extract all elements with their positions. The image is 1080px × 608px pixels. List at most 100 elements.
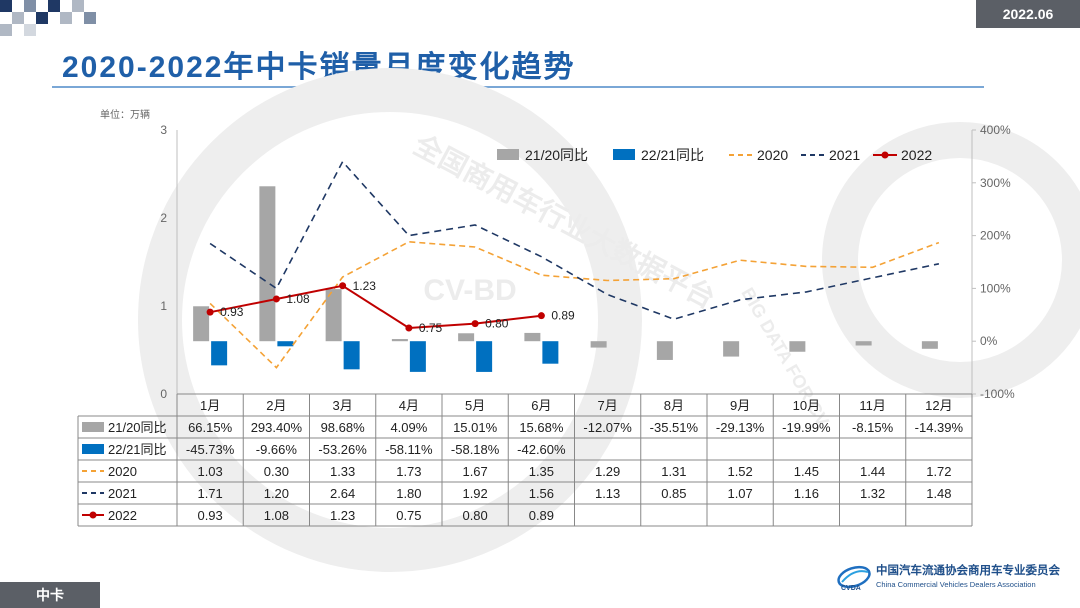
unit-label: 单位：万辆 bbox=[100, 110, 150, 121]
bar-21-20 bbox=[524, 332, 541, 342]
table-cell: -35.51% bbox=[650, 420, 699, 435]
category-label: 7月 bbox=[598, 398, 618, 413]
table-cell: 0.89 bbox=[529, 508, 554, 523]
table-cell: 1.33 bbox=[330, 464, 355, 479]
legend-swatch bbox=[613, 149, 635, 160]
table-cell: -58.18% bbox=[451, 442, 500, 457]
title-divider bbox=[52, 86, 984, 88]
table-cell: 1.03 bbox=[197, 464, 222, 479]
table-cell: 0.30 bbox=[264, 464, 289, 479]
right-tick-label: 300% bbox=[980, 176, 1011, 190]
left-tick-label: 3 bbox=[160, 123, 167, 137]
right-tick-label: 200% bbox=[980, 229, 1011, 243]
table-key-marker bbox=[89, 511, 97, 519]
bar-21-20 bbox=[458, 333, 475, 342]
table-cell: 1.20 bbox=[264, 486, 289, 501]
table-cell: 0.93 bbox=[197, 508, 222, 523]
table-cell: 1.45 bbox=[794, 464, 819, 479]
table-row-label: 22/21同比 bbox=[108, 442, 167, 457]
category-label: 2月 bbox=[266, 398, 286, 413]
table-cell: 1.67 bbox=[462, 464, 487, 479]
category-label: 3月 bbox=[333, 398, 353, 413]
line-2020 bbox=[209, 240, 940, 369]
table-cell: -45.73% bbox=[186, 442, 235, 457]
point-2022 bbox=[405, 324, 413, 332]
category-label: 5月 bbox=[465, 398, 485, 413]
table-cell: 1.80 bbox=[396, 486, 421, 501]
left-tick-label: 1 bbox=[160, 299, 167, 313]
legend-label: 2022 bbox=[901, 147, 932, 163]
legend-label: 2021 bbox=[829, 147, 860, 163]
table-cell: 1.92 bbox=[462, 486, 487, 501]
table-cell: -29.13% bbox=[716, 420, 765, 435]
left-tick-label: 0 bbox=[160, 387, 167, 401]
org-name-cn: 中国汽车流通协会商用车专业委员会 bbox=[876, 563, 1060, 577]
category-label: 8月 bbox=[664, 398, 684, 413]
table-key bbox=[82, 444, 104, 454]
table-cell: 1.07 bbox=[727, 486, 752, 501]
table-row-label: 21/20同比 bbox=[108, 420, 167, 435]
table-row-label: 2021 bbox=[108, 486, 137, 501]
data-label-2022: 0.93 bbox=[220, 305, 244, 319]
corner-pattern bbox=[0, 0, 96, 36]
legend-swatch bbox=[497, 149, 519, 160]
table-cell: 98.68% bbox=[321, 420, 366, 435]
category-label: 9月 bbox=[730, 398, 750, 413]
category-label: 4月 bbox=[399, 398, 419, 413]
bar-21-20 bbox=[193, 306, 210, 342]
data-label-2022: 0.75 bbox=[419, 321, 443, 335]
table-cell: 1.44 bbox=[860, 464, 885, 479]
table-cell: -12.07% bbox=[583, 420, 632, 435]
data-label-2022: 1.23 bbox=[353, 279, 377, 293]
bar-21-20 bbox=[590, 341, 607, 348]
table-cell: 0.75 bbox=[396, 508, 421, 523]
table-cell: 1.08 bbox=[264, 508, 289, 523]
right-tick-label: -100% bbox=[980, 387, 1015, 401]
legend-label: 22/21同比 bbox=[641, 147, 704, 163]
right-tick-label: 400% bbox=[980, 123, 1011, 137]
line-2022 bbox=[209, 284, 542, 330]
table-cell: -58.11% bbox=[385, 442, 433, 457]
bar-21-20 bbox=[789, 341, 806, 352]
bar-21-20 bbox=[656, 341, 673, 360]
bar-22-21 bbox=[277, 341, 294, 347]
table-cell: 1.72 bbox=[926, 464, 951, 479]
table-cell: 1.31 bbox=[661, 464, 686, 479]
bar-21-20 bbox=[259, 186, 276, 342]
table-cell: 1.48 bbox=[926, 486, 951, 501]
data-label-2022: 1.08 bbox=[286, 292, 310, 306]
watermark-ring bbox=[822, 122, 1080, 398]
table-cell: 66.15% bbox=[188, 420, 233, 435]
table-cell: 15.68% bbox=[519, 420, 564, 435]
table-cell: 1.35 bbox=[529, 464, 554, 479]
right-tick-label: 0% bbox=[980, 334, 998, 348]
table-cell: 0.85 bbox=[661, 486, 686, 501]
bar-21-20 bbox=[855, 341, 872, 346]
bar-21-20 bbox=[723, 341, 740, 357]
legend-label: 2020 bbox=[757, 147, 788, 163]
point-2022 bbox=[537, 312, 545, 320]
table-cell: 0.80 bbox=[462, 508, 487, 523]
bar-22-21 bbox=[409, 341, 426, 372]
section-tag: 中卡 bbox=[0, 582, 100, 608]
org-name-en: China Commercial Vehicles Dealers Associ… bbox=[876, 580, 1036, 589]
left-tick-label: 2 bbox=[160, 211, 167, 225]
table-cell: 4.09% bbox=[390, 420, 427, 435]
watermark-text: CV-BD bbox=[423, 274, 516, 307]
bar-21-20 bbox=[391, 339, 408, 342]
point-2022 bbox=[339, 282, 347, 290]
table-cell: 293.40% bbox=[251, 420, 303, 435]
table-cell: 1.13 bbox=[595, 486, 620, 501]
bar-21-20 bbox=[921, 341, 938, 349]
table-cell: 1.71 bbox=[197, 486, 222, 501]
logo-text: CVDA bbox=[841, 585, 861, 592]
table-cell: -42.60% bbox=[517, 442, 566, 457]
table-key bbox=[82, 422, 104, 432]
category-label: 1月 bbox=[200, 398, 220, 413]
bar-21-20 bbox=[325, 289, 342, 342]
table-cell: -53.26% bbox=[318, 442, 367, 457]
cvda-logo-icon: CVDA bbox=[837, 565, 871, 592]
category-label: 11月 bbox=[859, 398, 886, 413]
point-2022 bbox=[471, 320, 479, 328]
